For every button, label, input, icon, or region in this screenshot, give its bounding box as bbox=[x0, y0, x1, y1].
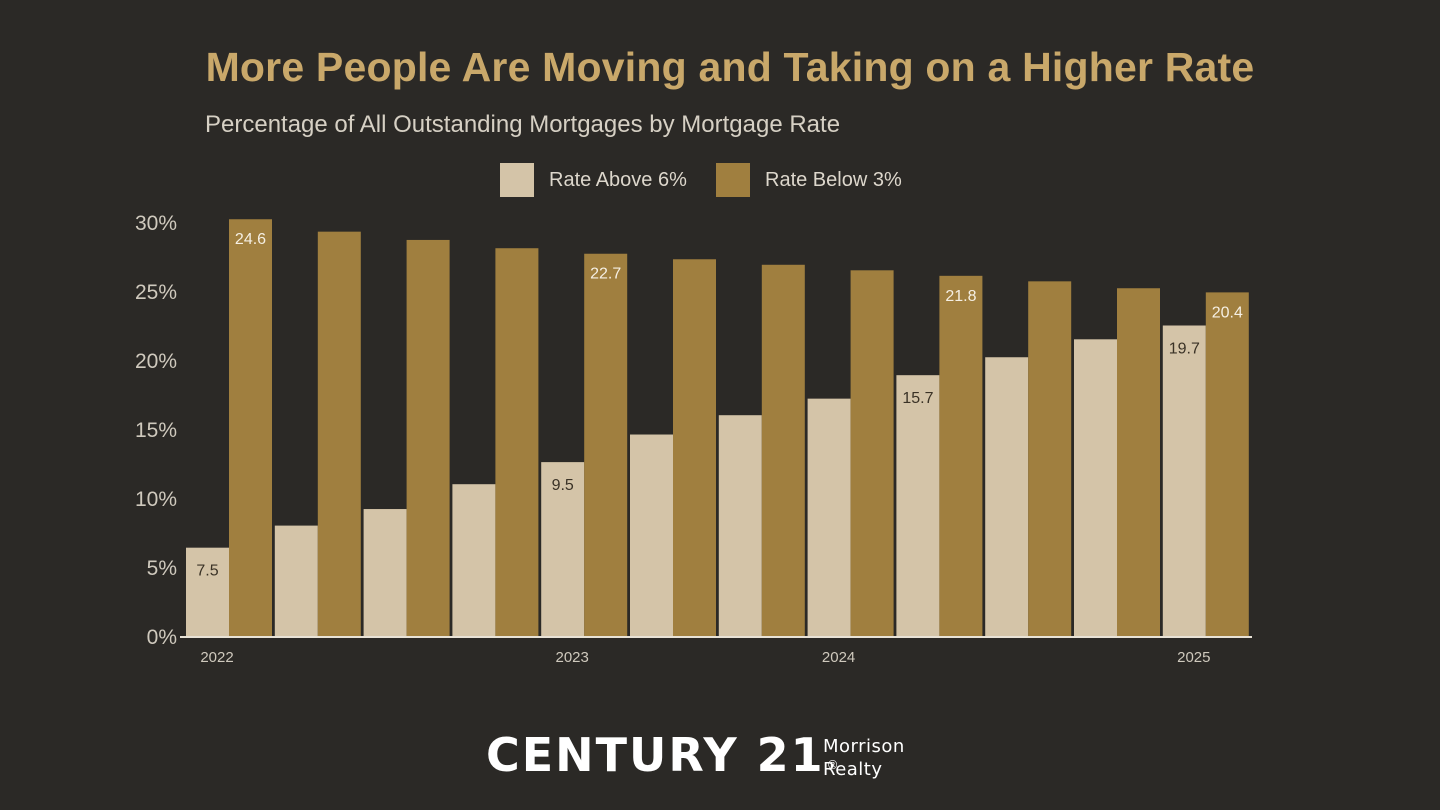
bar-rate-below bbox=[1205, 292, 1249, 636]
y-tick-label: 25% bbox=[135, 281, 177, 304]
legend-swatch-rate-above bbox=[500, 163, 534, 197]
brand-logo: CENTURY 21 ® bbox=[486, 728, 841, 782]
legend-label-rate-above: Rate Above 6% bbox=[549, 168, 687, 191]
bar-rate-above bbox=[718, 415, 762, 636]
data-label: 19.7 bbox=[1169, 341, 1200, 358]
bar-rate-below bbox=[1117, 288, 1160, 636]
registered-mark: ® bbox=[826, 758, 841, 772]
bar-rate-below bbox=[850, 270, 894, 636]
bar-rate-above bbox=[541, 462, 585, 636]
bar-rate-below bbox=[584, 253, 628, 637]
legend-item-rate-above: Rate Above 6% bbox=[500, 163, 687, 197]
y-tick-label: 5% bbox=[147, 557, 177, 580]
brand-name: CENTURY 21 bbox=[486, 728, 825, 782]
office-name-line2: Realty bbox=[823, 759, 883, 780]
chart-title: More People Are Moving and Taking on a H… bbox=[205, 44, 1255, 90]
data-label: 22.7 bbox=[590, 266, 621, 283]
office-name: Morrison Realty bbox=[823, 735, 905, 781]
bar-rate-above bbox=[807, 398, 851, 636]
bar-chart: 0% 5% 10% 15% 20% 25% 30% 7.5 9.5 15.7 19.7 24.6 22.… bbox=[135, 212, 1252, 666]
bar-rate-above bbox=[363, 509, 407, 636]
bar-rate-above bbox=[630, 434, 673, 636]
x-tick-label: 2023 bbox=[556, 649, 589, 666]
bar-rate-above bbox=[1074, 339, 1117, 636]
x-tick-label: 2025 bbox=[1177, 649, 1210, 666]
y-tick-label: 30% bbox=[135, 212, 177, 235]
bar-rate-below bbox=[673, 259, 716, 636]
bar-rate-below bbox=[317, 231, 361, 636]
data-label: 15.7 bbox=[902, 390, 933, 407]
bar-rate-below bbox=[1028, 281, 1072, 636]
bar-rate-above bbox=[452, 484, 496, 636]
bar-rate-below bbox=[939, 275, 983, 636]
office-name-line1: Morrison bbox=[823, 736, 905, 757]
x-tick-label: 2024 bbox=[822, 649, 855, 666]
legend-label-rate-below: Rate Below 3% bbox=[765, 168, 902, 191]
legend-item-rate-below: Rate Below 3% bbox=[716, 163, 902, 197]
legend-swatch-rate-below bbox=[716, 163, 750, 197]
x-tick-label: 2022 bbox=[200, 649, 233, 666]
bar-rate-below bbox=[229, 219, 272, 637]
y-tick-label: 0% bbox=[147, 626, 177, 649]
data-label: 20.4 bbox=[1212, 304, 1243, 321]
bar-rate-below bbox=[495, 248, 539, 636]
bar-rate-above bbox=[186, 547, 229, 636]
chart-subtitle: Percentage of All Outstanding Mortgages … bbox=[205, 111, 841, 138]
data-label: 24.6 bbox=[235, 231, 266, 248]
data-label: 21.8 bbox=[945, 288, 976, 305]
y-tick-label: 10% bbox=[135, 488, 177, 511]
data-label: 9.5 bbox=[552, 477, 574, 494]
y-tick-label: 20% bbox=[135, 350, 177, 373]
bar-rate-below bbox=[761, 264, 805, 636]
bar-rate-above bbox=[1162, 325, 1206, 636]
bar-rate-below bbox=[406, 239, 450, 636]
bar-rate-above bbox=[985, 357, 1029, 636]
y-tick-label: 15% bbox=[135, 419, 177, 442]
bar-rate-above bbox=[896, 375, 940, 636]
bar-rate-above bbox=[274, 525, 318, 636]
data-label: 7.5 bbox=[196, 563, 218, 580]
